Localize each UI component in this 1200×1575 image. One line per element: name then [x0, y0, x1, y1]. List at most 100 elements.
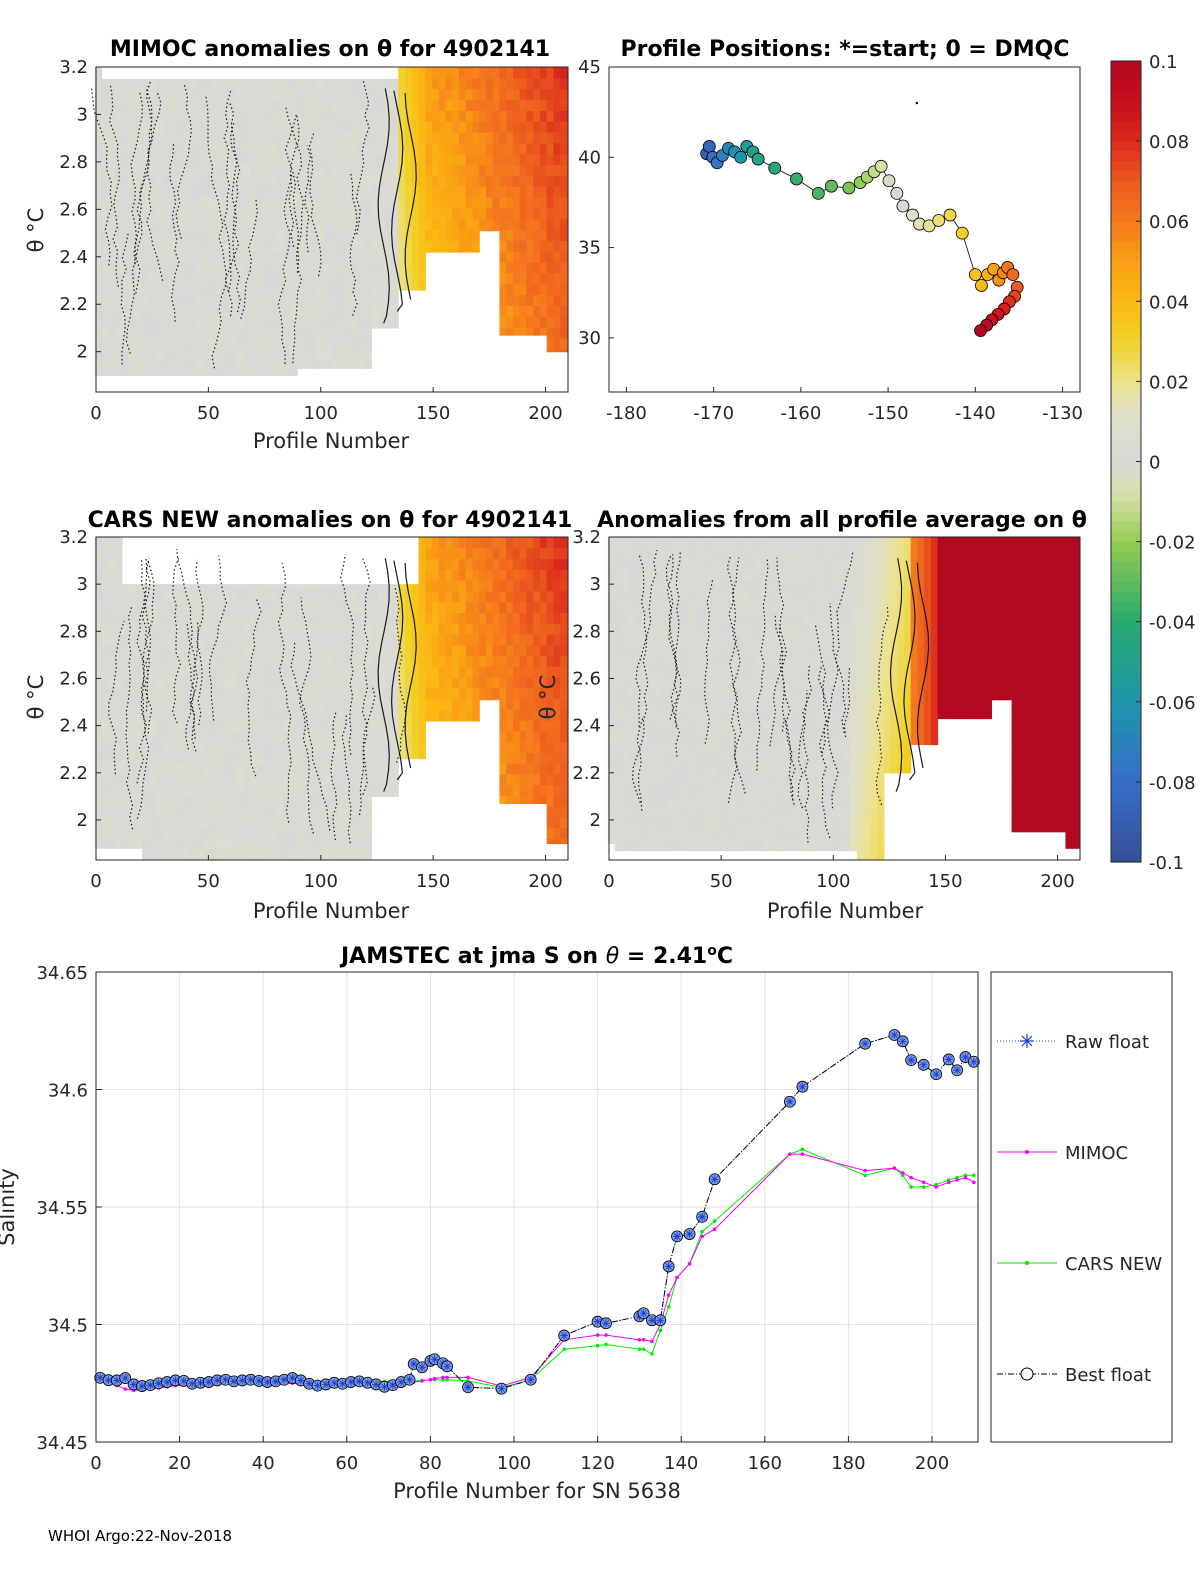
anomaly-cell [364, 121, 372, 133]
anomaly-cell [465, 121, 474, 133]
anomaly-cell [728, 838, 737, 850]
anomaly-cell [317, 816, 325, 829]
anomaly-cell [128, 655, 136, 667]
anomaly-cell [324, 655, 332, 667]
anomaly-cell [823, 580, 831, 592]
anomaly-cell [351, 849, 359, 861]
anomaly-cell [856, 633, 865, 646]
anomaly-cell [290, 294, 298, 306]
anomaly-cell [276, 262, 285, 274]
anomaly-cell [506, 99, 514, 111]
anomaly-cell [229, 590, 238, 603]
anomaly-cell [506, 121, 514, 133]
anomaly-cell [310, 272, 318, 285]
anomaly-cell [378, 601, 386, 613]
anomaly-cell [229, 305, 238, 317]
anomaly-cell [675, 773, 683, 786]
anomaly-cell [155, 251, 163, 263]
anomaly-cell [546, 633, 554, 646]
anomaly-cell [189, 838, 197, 850]
anomaly-cell [310, 186, 318, 198]
anomaly-cell [883, 720, 892, 732]
anomaly-cell [169, 720, 177, 732]
anomaly-cell [202, 272, 211, 285]
anomaly-cell [94, 359, 103, 371]
anomaly-cell [121, 795, 130, 807]
anomaly-cell [816, 752, 824, 764]
anomaly-cell [735, 687, 744, 700]
anomaly-cell [175, 730, 184, 743]
anomaly-cell [702, 730, 710, 743]
anomaly-cell [877, 763, 885, 775]
anomaly-cell [728, 730, 737, 743]
anomaly-cell [330, 78, 339, 90]
anomaly-cell [816, 569, 824, 581]
anomaly-cell [539, 773, 548, 786]
anomaly-cell [499, 67, 507, 79]
anomaly-cell [155, 720, 163, 732]
anomaly-cell [155, 827, 163, 840]
anomaly-cell [668, 623, 676, 635]
anomaly-cell [863, 623, 871, 635]
anomaly-cell [506, 720, 514, 732]
anomaly-cell [870, 827, 878, 840]
anomaly-cell [688, 816, 696, 829]
anomaly-cell [148, 132, 157, 144]
anomaly-cell [661, 687, 670, 700]
anomaly-cell [175, 88, 184, 101]
colorbar-segment [1111, 101, 1141, 112]
anomaly-cell [364, 132, 372, 144]
anomaly-cell [856, 720, 865, 732]
anomaly-cell [391, 698, 399, 710]
anomaly-cell [702, 580, 710, 592]
anomaly-cell [836, 698, 844, 710]
anomaly-cell [283, 687, 292, 700]
anomaly-cell [324, 348, 332, 361]
anomaly-cell [249, 612, 258, 624]
anomaly-cell [809, 612, 818, 624]
anomaly-cell [803, 806, 811, 818]
anomaly-cell [290, 752, 298, 764]
anomaly-cell [189, 153, 197, 166]
anomaly-cell [607, 633, 616, 646]
anomaly-cell [418, 547, 426, 560]
anomaly-cell [546, 229, 554, 241]
anomaly-cell [702, 644, 710, 657]
anomaly-cell [506, 88, 514, 101]
anomaly-cell [391, 584, 399, 592]
anomaly-cell [357, 784, 366, 796]
anomaly-cell [182, 741, 190, 753]
anomaly-cell [546, 283, 554, 296]
anomaly-cell [182, 644, 190, 657]
colorbar-segment [1111, 821, 1141, 833]
anomaly-cell [749, 709, 757, 721]
anomaly-cell [829, 666, 838, 678]
anomaly-cell [877, 612, 885, 624]
anomaly-cell [236, 666, 244, 678]
anomaly-cell [823, 795, 831, 807]
anomaly-cell [512, 305, 521, 317]
anomaly-cell [256, 327, 265, 339]
anomaly-cell [877, 816, 885, 829]
anomaly-cell [796, 601, 804, 613]
anomaly-cell [445, 99, 453, 111]
anomaly-cell [526, 110, 534, 122]
anomaly-cell [297, 676, 305, 689]
anomaly-cell [836, 558, 844, 570]
anomaly-cell [121, 773, 130, 786]
anomaly-cell [175, 806, 184, 818]
anomaly-cell [310, 806, 318, 818]
anomaly-cell [222, 773, 231, 786]
anomaly-cell [675, 580, 683, 592]
anomaly-cell [755, 806, 764, 818]
anomaly-cell [485, 687, 494, 700]
x-tick-label: 150 [416, 871, 450, 892]
anomaly-cell [182, 827, 190, 840]
anomaly-cell [209, 121, 217, 133]
anomaly-cell [317, 720, 325, 732]
anomaly-cell [654, 838, 663, 850]
anomaly-cell [142, 153, 150, 166]
anomaly-cell [405, 88, 413, 101]
anomaly-cell [101, 752, 109, 764]
y-tick-label: 3.2 [59, 57, 88, 78]
